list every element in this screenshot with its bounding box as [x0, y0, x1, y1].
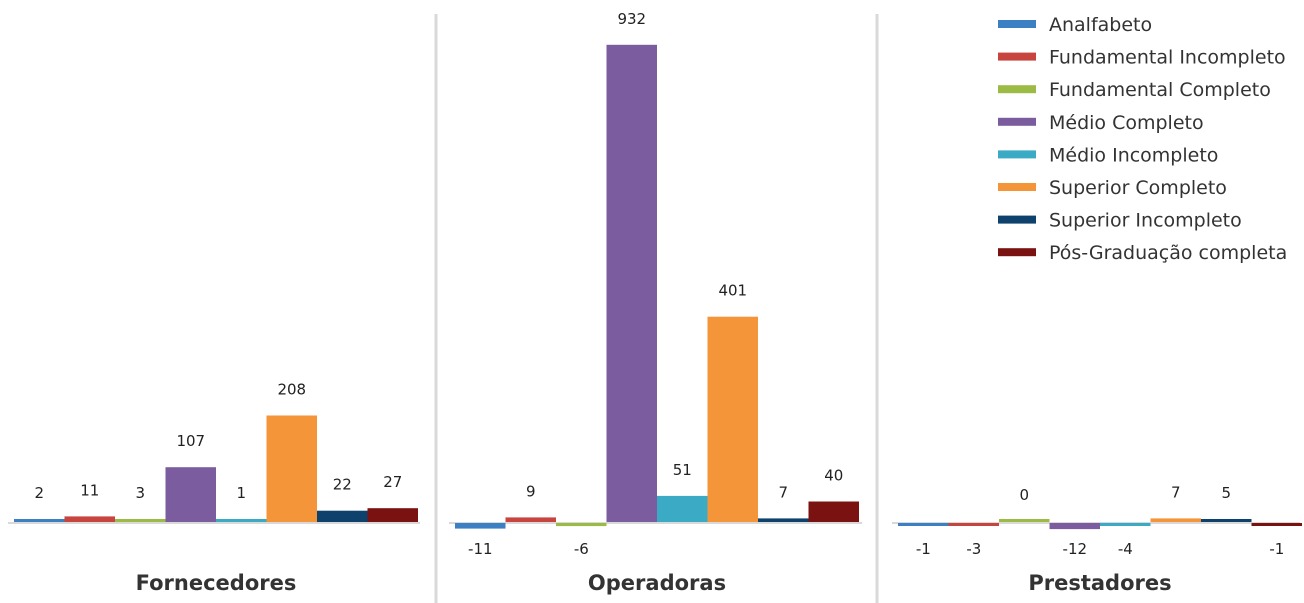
value-label-fornecedores-medio-incompleto: 1	[237, 484, 247, 502]
bars	[14, 44, 1302, 530]
bar-prestadores-medio-completo	[1049, 523, 1100, 530]
legend-label-fundamental-incompleto: Fundamental Incompleto	[1049, 47, 1286, 69]
legend-item-analfabeto: Analfabeto	[998, 14, 1152, 36]
bar-operadoras-pos-graduacao-completa	[808, 501, 859, 522]
legend-label-medio-incompleto: Médio Incompleto	[1049, 144, 1218, 166]
bar-fornecedores-fundamental-completo	[115, 519, 166, 522]
bar-fornecedores-fundamental-incompleto	[64, 516, 115, 522]
value-label-fornecedores-fundamental-incompleto: 11	[80, 481, 99, 499]
bar-fornecedores-medio-incompleto	[216, 519, 267, 522]
bar-operadoras-fundamental-incompleto	[505, 517, 556, 522]
value-label-prestadores-medio-completo: -12	[1063, 540, 1088, 558]
legend-item-medio-completo: Médio Completo	[998, 112, 1204, 134]
value-label-prestadores-analfabeto: -1	[916, 540, 931, 558]
bar-fornecedores-medio-completo	[165, 467, 216, 522]
bar-fornecedores-superior-completo	[266, 415, 317, 522]
legend-swatch-pos-graduacao-completa	[998, 248, 1036, 257]
bar-operadoras-medio-completo	[606, 44, 657, 523]
legend-swatch-superior-completo	[998, 183, 1036, 191]
bar-fornecedores-superior-incompleto	[317, 510, 368, 522]
panel-labels: Fornecedores Operadoras Prestadores	[136, 571, 1172, 595]
legend-label-medio-completo: Médio Completo	[1049, 112, 1204, 134]
bar-prestadores-pos-graduacao-completa	[1251, 523, 1302, 526]
category-label-prestadores: Prestadores	[1028, 571, 1171, 595]
value-label-prestadores-superior-completo: 7	[1171, 483, 1181, 501]
legend-label-superior-completo: Superior Completo	[1049, 177, 1227, 199]
value-label-operadoras-medio-incompleto: 51	[673, 461, 692, 479]
bar-prestadores-superior-completo	[1150, 518, 1201, 522]
category-label-fornecedores: Fornecedores	[136, 571, 297, 595]
legend-swatch-fundamental-completo	[998, 85, 1036, 94]
bar-operadoras-superior-completo	[707, 316, 758, 522]
legend-item-pos-graduacao-completa: Pós-Graduação completa	[998, 242, 1287, 264]
value-label-prestadores-medio-incompleto: -4	[1118, 540, 1133, 558]
legend-item-superior-incompleto: Superior Incompleto	[998, 210, 1242, 232]
panel-dividers	[434, 14, 879, 603]
legend-item-fundamental-incompleto: Fundamental Incompleto	[998, 47, 1286, 69]
legend-label-analfabeto: Analfabeto	[1049, 14, 1152, 36]
value-label-operadoras-superior-completo: 401	[718, 282, 747, 300]
value-label-operadoras-medio-completo: 932	[617, 10, 646, 28]
value-label-operadoras-analfabeto: -11	[468, 540, 493, 558]
bar-prestadores-fundamental-incompleto	[948, 523, 999, 526]
legend-item-superior-completo: Superior Completo	[998, 177, 1227, 199]
value-label-fornecedores-medio-completo: 107	[176, 432, 205, 450]
legend-item-fundamental-completo: Fundamental Completo	[998, 79, 1271, 101]
value-label-prestadores-fundamental-completo: 0	[1020, 486, 1030, 504]
bar-fornecedores-pos-graduacao-completa	[367, 508, 418, 522]
value-label-prestadores-superior-incompleto: 5	[1222, 484, 1232, 502]
bar-operadoras-superior-incompleto	[758, 518, 809, 522]
value-label-fornecedores-analfabeto: 2	[35, 484, 45, 502]
bar-operadoras-medio-incompleto	[657, 495, 708, 522]
value-label-fornecedores-fundamental-completo: 3	[136, 484, 146, 502]
bar-prestadores-superior-incompleto	[1201, 519, 1252, 522]
bar-prestadores-fundamental-completo	[999, 519, 1050, 522]
bar-operadoras-analfabeto	[455, 523, 506, 529]
legend-swatch-fundamental-incompleto	[998, 52, 1036, 61]
bar-operadoras-fundamental-completo	[556, 523, 607, 527]
value-label-operadoras-fundamental-incompleto: 9	[526, 482, 536, 500]
value-label-operadoras-superior-incompleto: 7	[779, 483, 789, 501]
value-label-fornecedores-superior-completo: 208	[277, 381, 306, 399]
value-label-prestadores-fundamental-incompleto: -3	[966, 540, 981, 558]
value-label-operadoras-fundamental-completo: -6	[574, 540, 589, 558]
value-label-prestadores-pos-graduacao-completa: -1	[1269, 540, 1284, 558]
value-label-fornecedores-superior-incompleto: 22	[333, 476, 352, 494]
bar-fornecedores-analfabeto	[14, 519, 65, 522]
value-labels: 2 11 3 107 1 208 22 27 -11 9 -6 932 51 401 7 40 -1 -3 0 -12…	[35, 10, 1285, 558]
legend-swatch-analfabeto	[998, 20, 1036, 28]
legend-label-fundamental-completo: Fundamental Completo	[1049, 79, 1271, 101]
legend: Analfabeto Fundamental Incompleto Fundamen…	[998, 14, 1287, 264]
value-label-fornecedores-pos-graduacao-completa: 27	[383, 473, 402, 491]
legend-swatch-medio-incompleto	[998, 150, 1036, 159]
bar-prestadores-medio-incompleto	[1100, 523, 1151, 526]
category-label-operadoras: Operadoras	[588, 571, 726, 595]
legend-label-pos-graduacao-completa: Pós-Graduação completa	[1049, 242, 1287, 264]
legend-swatch-medio-completo	[998, 117, 1036, 126]
value-label-operadoras-pos-graduacao-completa: 40	[824, 467, 843, 485]
legend-item-medio-incompleto: Médio Incompleto	[998, 144, 1218, 166]
bar-prestadores-analfabeto	[898, 523, 949, 526]
legend-swatch-superior-incompleto	[998, 215, 1036, 224]
legend-label-superior-incompleto: Superior Incompleto	[1049, 210, 1242, 232]
